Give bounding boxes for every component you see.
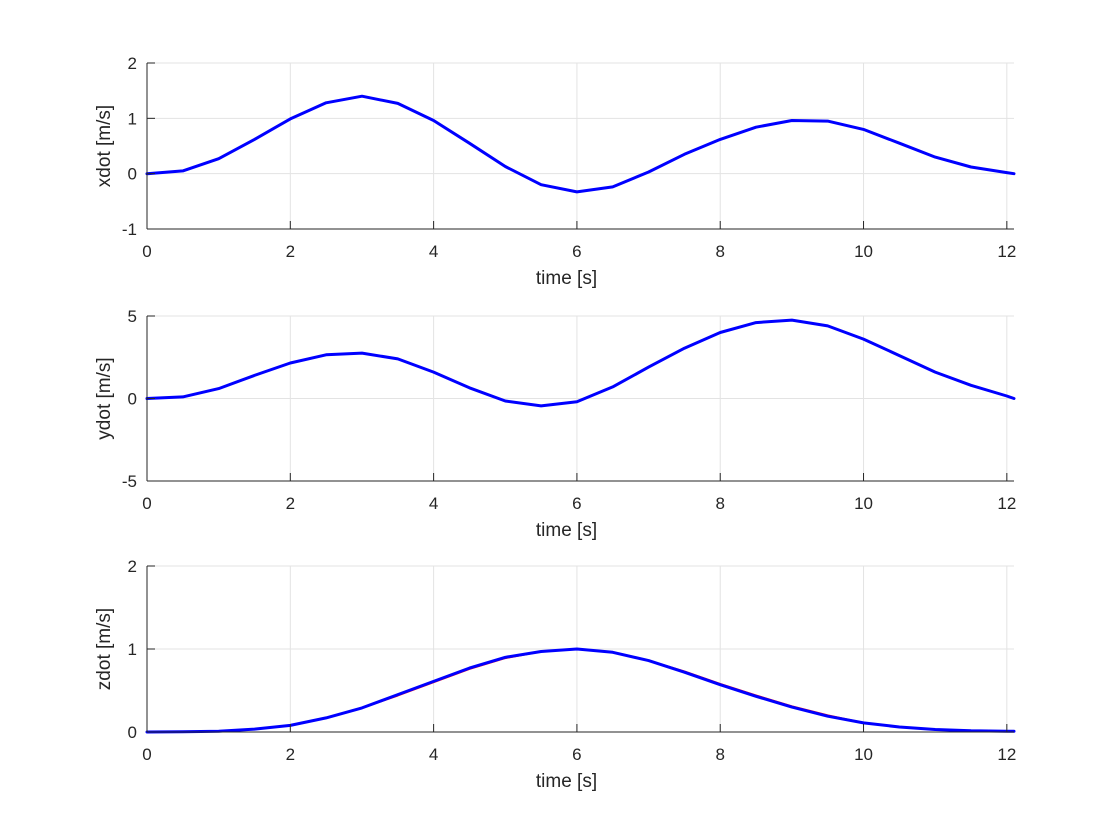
x-tick-label: 2 bbox=[286, 242, 295, 261]
x-tick-label: 6 bbox=[572, 494, 581, 513]
series-line-2 bbox=[145, 94, 1016, 194]
x-tick-label: 0 bbox=[142, 494, 151, 513]
y-tick-label: -5 bbox=[122, 472, 137, 491]
x-tick-label: 4 bbox=[429, 494, 438, 513]
y-axis-label: zdot [m/s] bbox=[94, 608, 115, 690]
y-tick-label: -1 bbox=[122, 220, 137, 239]
y-axis-label: xdot [m/s] bbox=[94, 105, 115, 187]
y-tick-label: 0 bbox=[128, 723, 137, 742]
x-tick-label: 8 bbox=[715, 242, 724, 261]
x-tick-label: 10 bbox=[854, 494, 873, 513]
y-tick-label: 5 bbox=[128, 307, 137, 326]
plot-area bbox=[147, 63, 1014, 229]
y-axis-label: ydot [m/s] bbox=[94, 357, 115, 439]
x-tick-label: 12 bbox=[997, 242, 1016, 261]
x-axis-label: time [s] bbox=[536, 268, 597, 289]
x-tick-label: 10 bbox=[854, 242, 873, 261]
x-tick-label: 8 bbox=[715, 494, 724, 513]
x-tick-label: 12 bbox=[997, 745, 1016, 764]
x-tick-label: 2 bbox=[286, 494, 295, 513]
x-tick-label: 0 bbox=[142, 745, 151, 764]
x-tick-label: 10 bbox=[854, 745, 873, 764]
x-tick-label: 0 bbox=[142, 242, 151, 261]
y-tick-label: 1 bbox=[128, 109, 137, 128]
x-axis-label: time [s] bbox=[536, 771, 597, 792]
y-tick-label: 0 bbox=[128, 390, 137, 409]
x-tick-label: 12 bbox=[997, 494, 1016, 513]
x-tick-label: 4 bbox=[429, 745, 438, 764]
series-line-2 bbox=[145, 647, 1016, 734]
x-tick-label: 6 bbox=[572, 745, 581, 764]
x-axis-label: time [s] bbox=[536, 520, 597, 541]
x-tick-label: 4 bbox=[429, 242, 438, 261]
series-line-2 bbox=[145, 318, 1016, 408]
y-tick-label: 1 bbox=[128, 640, 137, 659]
y-tick-label: 2 bbox=[128, 54, 137, 73]
x-tick-label: 8 bbox=[715, 745, 724, 764]
y-tick-label: 2 bbox=[128, 557, 137, 576]
x-tick-label: 2 bbox=[286, 745, 295, 764]
subplot-2: 0 2 4 6 8 10 12 -5 0 5 time [s] ydot [m/s] bbox=[94, 307, 1016, 541]
x-tick-label: 6 bbox=[572, 242, 581, 261]
y-tick-label: 0 bbox=[128, 165, 137, 184]
